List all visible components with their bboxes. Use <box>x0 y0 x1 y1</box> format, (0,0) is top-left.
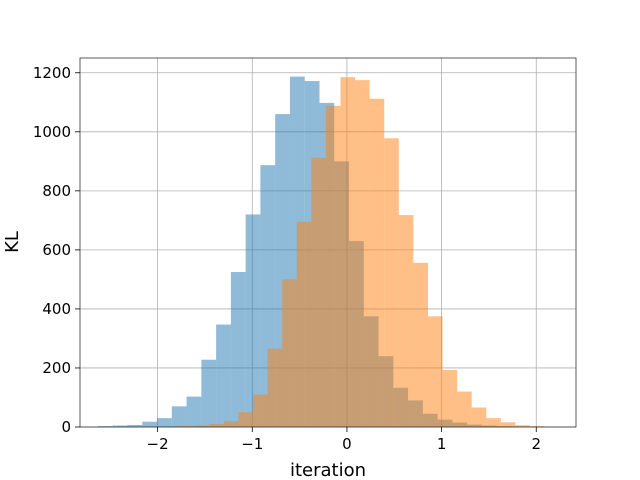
histogram-bar <box>112 425 128 427</box>
histogram-bar <box>500 422 516 427</box>
histogram-bar <box>340 77 356 428</box>
histogram-bar <box>97 426 113 427</box>
histogram-bar <box>253 394 268 427</box>
histogram-bar <box>186 396 202 427</box>
x-tick-label: −1 <box>241 435 263 453</box>
y-tick-label: 1200 <box>33 64 71 82</box>
histogram-bar <box>171 406 187 427</box>
x-tick-label: 0 <box>342 435 352 453</box>
x-tick-label: −2 <box>147 435 169 453</box>
y-axis-label: KL <box>2 231 23 253</box>
y-tick-label: 0 <box>61 418 71 436</box>
histogram-bar <box>529 426 545 427</box>
axis-ticks: −2 −1 0 1 2 0 200 400 600 800 1000 1200 <box>33 64 541 453</box>
histogram-bar <box>238 412 254 427</box>
histogram-bar <box>230 272 246 427</box>
histogram-bar <box>282 279 297 427</box>
y-tick-label: 600 <box>42 241 71 259</box>
y-tick-label: 400 <box>42 300 71 318</box>
histogram-series <box>150 77 560 428</box>
histogram-bar <box>267 348 283 427</box>
plot-frame <box>79 57 577 428</box>
x-axis-label: iteration <box>290 460 366 480</box>
histogram-bar <box>442 370 458 427</box>
histogram-bar <box>245 214 261 427</box>
histogram-bar <box>369 98 385 427</box>
histogram-bar <box>311 157 326 428</box>
x-tick-label: 1 <box>437 435 447 453</box>
histogram-bar <box>486 418 501 427</box>
histogram-bar <box>413 262 428 427</box>
histogram-bar <box>398 215 414 427</box>
histogram-bar <box>127 424 143 427</box>
y-tick-label: 200 <box>42 359 71 377</box>
histogram-bar <box>325 105 341 428</box>
histogram-bar <box>157 418 172 427</box>
y-tick-label: 800 <box>42 182 71 200</box>
x-tick-label: 2 <box>531 435 541 453</box>
histogram-bar <box>515 425 530 427</box>
histogram-bar <box>384 138 399 427</box>
y-tick-label: 1000 <box>33 123 71 141</box>
histogram-bar <box>223 421 239 427</box>
histogram-bar <box>457 391 472 427</box>
histogram-bar <box>201 359 217 427</box>
histogram-bar <box>209 424 224 427</box>
histogram-bars <box>97 76 560 428</box>
histogram-bar <box>296 221 312 427</box>
histogram-bar <box>180 426 195 427</box>
histogram-bar <box>355 80 370 427</box>
histogram-bar <box>194 425 210 427</box>
histogram-bar <box>471 407 487 427</box>
histogram-bar <box>142 421 158 427</box>
histogram-bar <box>427 316 443 427</box>
histogram-bar <box>216 324 231 427</box>
